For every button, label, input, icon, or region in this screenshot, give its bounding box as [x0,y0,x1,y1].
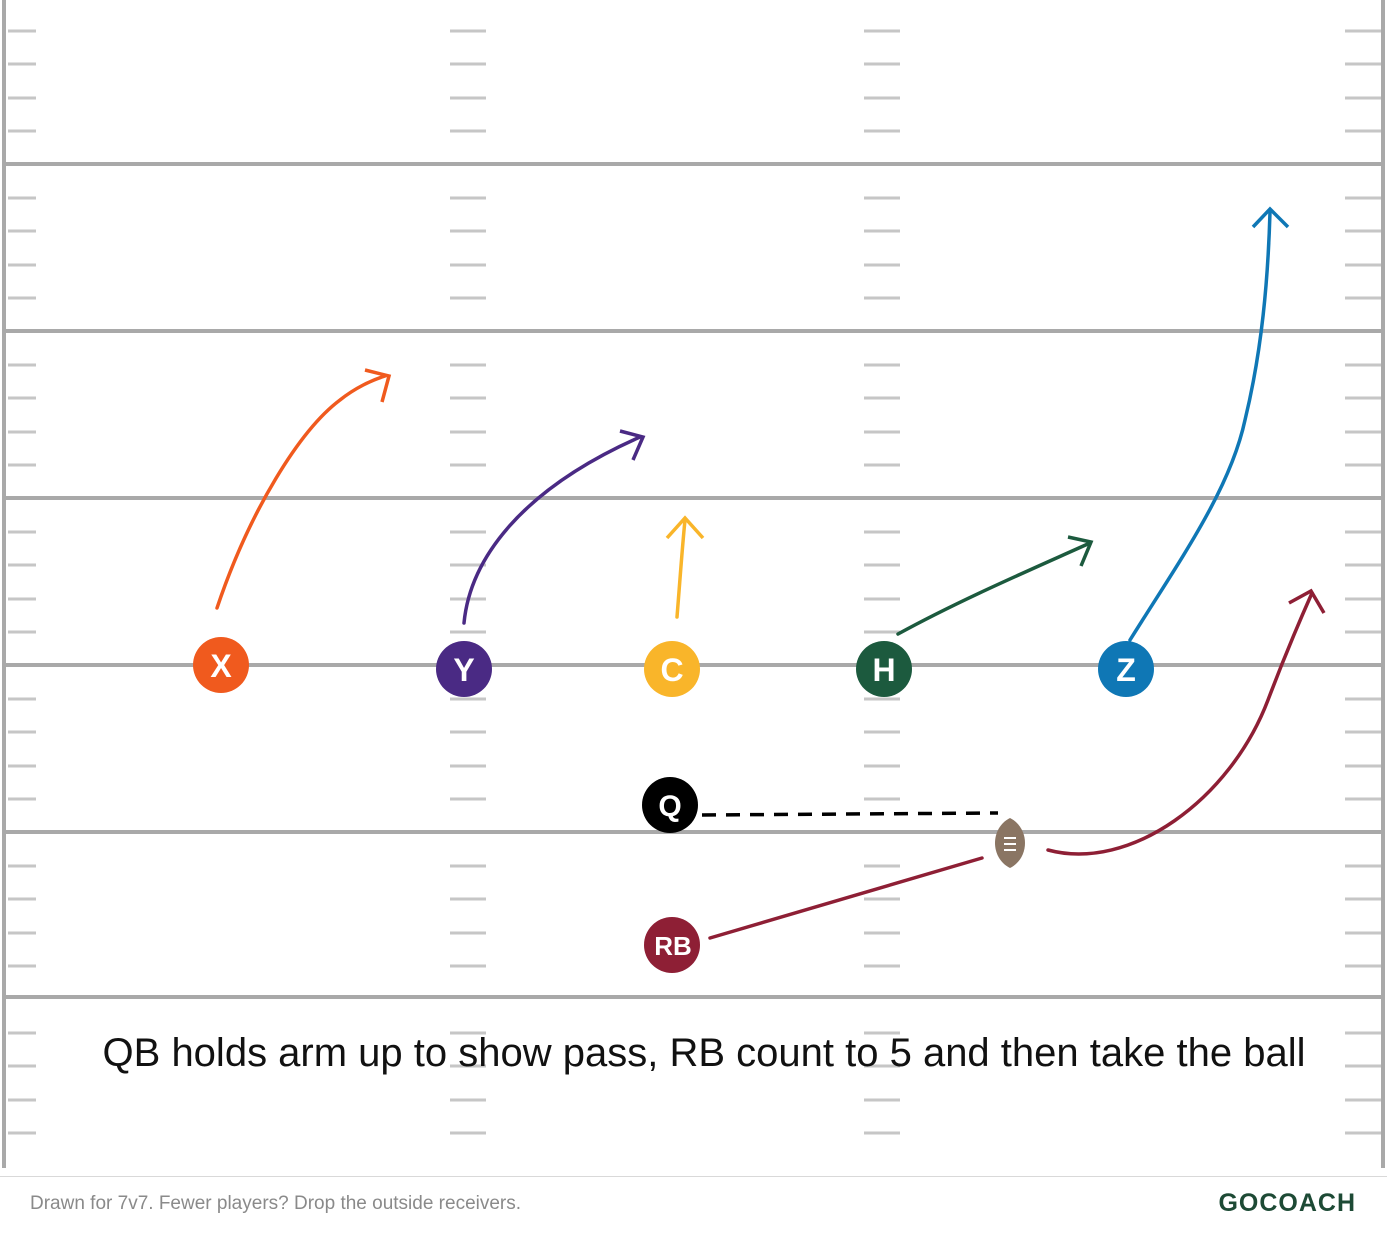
player-q-label: Q [658,790,681,823]
play-diagram: X Y C H Z Q RB QB holds arm up to show p… [2,0,1385,1168]
player-y: Y [436,641,492,697]
footer: Drawn for 7v7. Fewer players? Drop the o… [0,1176,1387,1235]
arrow-head-x [364,368,392,403]
arrow-head-h [1067,535,1094,567]
arrow-head-rb [1288,588,1326,614]
player-rb-label: RB [654,931,692,961]
player-z-label: Z [1116,652,1136,688]
player-h: H [856,641,912,697]
routes [215,206,1326,940]
player-q: Q [642,777,698,833]
play-note: QB holds arm up to show pass, RB count t… [103,1031,1306,1075]
toss-line [701,811,999,817]
player-c: C [644,641,700,697]
route-c [675,518,687,619]
hash-marks [8,29,1381,1135]
route-x [215,374,387,610]
football-icon [995,818,1025,868]
route-rb-wheel [1046,591,1314,856]
route-y [462,435,642,625]
route-h [896,541,1092,636]
players: X Y C H Z Q RB [193,637,1154,973]
player-rb: RB [644,917,700,973]
route-z [1128,210,1272,642]
arrow-head-z [1251,206,1290,229]
arrow-head-c [665,515,705,540]
brand-logo[interactable]: GOCOACH [1218,1189,1356,1217]
route-rb-to-ball [708,856,984,940]
footer-note: Drawn for 7v7. Fewer players? Drop the o… [30,1193,522,1214]
player-x: X [193,637,249,693]
arrow-head-y [619,429,646,461]
player-z: Z [1098,641,1154,697]
player-c-label: C [660,652,683,688]
player-y-label: Y [453,652,474,688]
player-x-label: X [210,648,232,684]
player-h-label: H [872,652,895,688]
